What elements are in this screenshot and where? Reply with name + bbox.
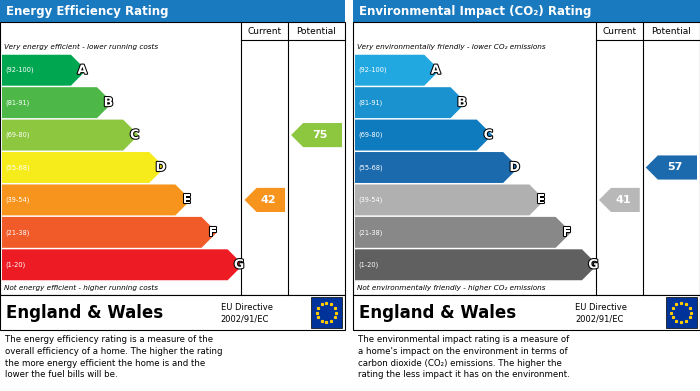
Polygon shape — [355, 152, 519, 183]
Bar — [311, 297, 342, 328]
Polygon shape — [2, 152, 164, 183]
Text: EU Directive: EU Directive — [220, 303, 273, 312]
Text: 42: 42 — [260, 195, 276, 205]
Bar — [0, 22, 345, 295]
Bar — [353, 295, 700, 330]
Text: (55-68): (55-68) — [5, 164, 29, 171]
Polygon shape — [2, 217, 217, 248]
Polygon shape — [291, 123, 342, 147]
Polygon shape — [355, 87, 466, 118]
Text: (92-100): (92-100) — [358, 67, 386, 74]
Text: 57: 57 — [667, 163, 682, 172]
Polygon shape — [355, 55, 440, 86]
Text: 2002/91/EC: 2002/91/EC — [575, 314, 624, 323]
Text: (81-91): (81-91) — [5, 99, 29, 106]
Text: England & Wales: England & Wales — [6, 303, 163, 321]
Text: 41: 41 — [615, 195, 631, 205]
Polygon shape — [355, 217, 571, 248]
Text: The environmental impact rating is a measure of
a home's impact on the environme: The environmental impact rating is a mea… — [358, 335, 570, 379]
Text: 75: 75 — [312, 130, 328, 140]
Polygon shape — [2, 87, 113, 118]
Text: C: C — [484, 129, 493, 142]
Text: E: E — [537, 194, 545, 206]
Text: G: G — [234, 258, 244, 271]
Polygon shape — [599, 188, 640, 212]
Text: (69-80): (69-80) — [358, 132, 382, 138]
Text: Not energy efficient - higher running costs: Not energy efficient - higher running co… — [4, 285, 158, 291]
Polygon shape — [355, 120, 492, 151]
Text: (1-20): (1-20) — [5, 262, 25, 268]
Text: Potential: Potential — [297, 27, 337, 36]
Text: (39-54): (39-54) — [358, 197, 382, 203]
Text: Very environmentally friendly - lower CO₂ emissions: Very environmentally friendly - lower CO… — [357, 44, 545, 50]
Text: The energy efficiency rating is a measure of the
overall efficiency of a home. T: The energy efficiency rating is a measur… — [5, 335, 223, 379]
Polygon shape — [2, 55, 86, 86]
Polygon shape — [645, 156, 697, 179]
Text: Current: Current — [602, 27, 636, 36]
Text: E: E — [183, 194, 191, 206]
Text: F: F — [563, 226, 571, 239]
Text: F: F — [209, 226, 217, 239]
Polygon shape — [244, 188, 285, 212]
Text: (39-54): (39-54) — [5, 197, 29, 203]
Text: G: G — [588, 258, 598, 271]
Text: Potential: Potential — [652, 27, 692, 36]
Text: (1-20): (1-20) — [358, 262, 378, 268]
Text: B: B — [457, 96, 467, 109]
Text: EU Directive: EU Directive — [575, 303, 627, 312]
Text: A: A — [431, 64, 440, 77]
Text: England & Wales: England & Wales — [359, 303, 516, 321]
Text: Environmental Impact (CO₂) Rating: Environmental Impact (CO₂) Rating — [359, 5, 592, 18]
Text: (92-100): (92-100) — [5, 67, 34, 74]
Text: D: D — [155, 161, 166, 174]
Polygon shape — [355, 249, 597, 280]
Text: (81-91): (81-91) — [358, 99, 382, 106]
Text: C: C — [130, 129, 139, 142]
Text: Current: Current — [248, 27, 282, 36]
Text: (21-38): (21-38) — [5, 229, 29, 236]
Text: B: B — [104, 96, 113, 109]
Bar — [353, 22, 700, 295]
Text: (55-68): (55-68) — [358, 164, 383, 171]
Bar — [0, 0, 345, 22]
Text: 2002/91/EC: 2002/91/EC — [220, 314, 270, 323]
Text: D: D — [510, 161, 519, 174]
Text: (21-38): (21-38) — [358, 229, 382, 236]
Polygon shape — [2, 249, 243, 280]
Text: Very energy efficient - lower running costs: Very energy efficient - lower running co… — [4, 44, 158, 50]
Polygon shape — [2, 120, 139, 151]
Bar — [666, 297, 697, 328]
Polygon shape — [2, 185, 191, 215]
Text: (69-80): (69-80) — [5, 132, 29, 138]
Bar — [0, 295, 345, 330]
Text: Not environmentally friendly - higher CO₂ emissions: Not environmentally friendly - higher CO… — [357, 285, 545, 291]
Polygon shape — [355, 185, 545, 215]
Text: A: A — [78, 64, 88, 77]
Bar — [353, 0, 700, 22]
Text: Energy Efficiency Rating: Energy Efficiency Rating — [6, 5, 169, 18]
